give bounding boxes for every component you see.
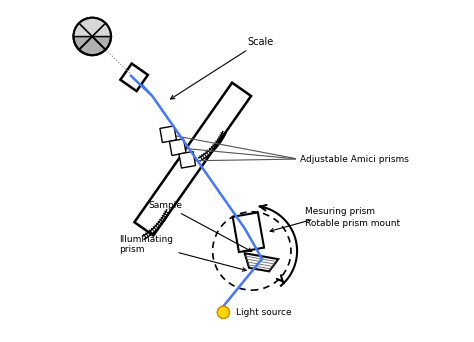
Text: Light source: Light source (237, 308, 292, 317)
Circle shape (217, 306, 229, 318)
Text: Adjustable Amici prisms: Adjustable Amici prisms (300, 155, 409, 163)
Text: Mesuring prism: Mesuring prism (270, 207, 375, 232)
Polygon shape (73, 18, 111, 37)
Text: Scale: Scale (171, 37, 273, 99)
Text: Rotable prism mount: Rotable prism mount (305, 219, 400, 228)
Circle shape (73, 18, 111, 55)
Polygon shape (245, 253, 278, 271)
Polygon shape (233, 212, 264, 252)
Polygon shape (169, 139, 186, 156)
Text: Sample: Sample (148, 200, 252, 251)
Polygon shape (160, 126, 176, 143)
Text: Illuminating
prism: Illuminating prism (119, 235, 246, 271)
Polygon shape (120, 64, 148, 91)
Polygon shape (179, 152, 196, 168)
Polygon shape (135, 83, 251, 236)
